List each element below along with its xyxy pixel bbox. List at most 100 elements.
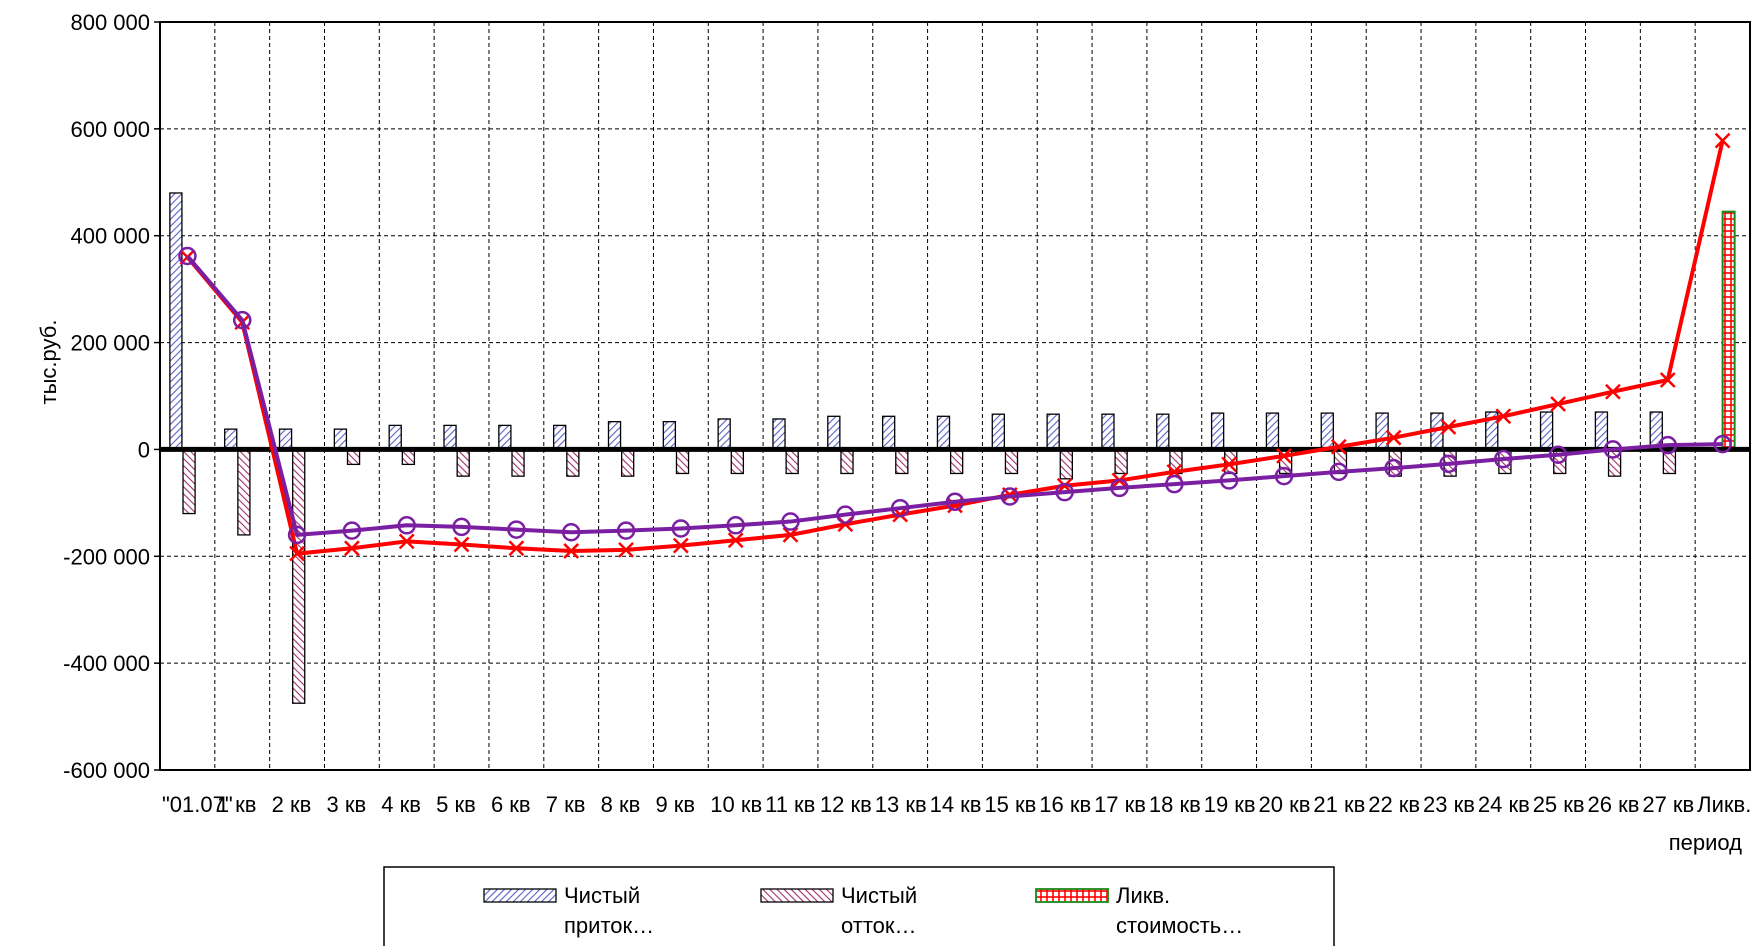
data-point-circle (1603, 440, 1623, 459)
bar (1156, 413, 1170, 451)
x-tick-label: 22 кв (1368, 792, 1420, 817)
data-point-x (1550, 396, 1566, 412)
y-tick-label: -200 000 (63, 544, 150, 569)
x-tick-label: 5 кв (436, 792, 476, 817)
bar (675, 448, 690, 475)
legend-swatch-inflow (483, 888, 557, 903)
x-tick-label: 11 кв (765, 792, 815, 817)
data-point-circle (1110, 478, 1129, 498)
bar (827, 415, 841, 451)
data-point-circle (342, 521, 362, 540)
bar (895, 448, 909, 475)
data-point-x (1276, 447, 1292, 464)
bar (1721, 210, 1736, 451)
data-point-circle (232, 310, 252, 330)
y-tick-label: 400 000 (70, 224, 150, 249)
x-tick-label: 17 кв (1094, 792, 1146, 817)
tick-labels: -600 000 -400 000 -200 000 0 200 000 400 000 6… (63, 10, 1751, 817)
x-axis-label: период (1669, 830, 1742, 855)
legend-swatch-liquidation (1035, 888, 1109, 903)
x-tick-label: 16 кв (1039, 792, 1091, 817)
data-point-circle (1219, 471, 1239, 490)
data-point-x (1714, 132, 1731, 149)
x-tick-label: 3 кв (326, 792, 366, 817)
data-point-x (618, 541, 634, 558)
bar (607, 420, 622, 451)
data-point-x (1221, 456, 1238, 473)
legend-label-inflow-1: Чистый (564, 883, 640, 908)
data-point-x (782, 527, 799, 543)
series-line (185, 140, 1725, 556)
data-point-circle (1713, 434, 1732, 454)
data-point-x (344, 540, 360, 557)
data-point-circle (178, 246, 197, 266)
y-axis-label: тыс.руб. (36, 320, 61, 405)
legend-label-outflow-1: Чистый (841, 883, 917, 908)
x-tick-label: 12 кв (820, 792, 872, 817)
data-point-circle (945, 492, 965, 512)
x-tick-label: 7 кв (546, 792, 586, 817)
bar (840, 448, 854, 475)
bar (717, 418, 731, 451)
data-point-circle (1274, 466, 1294, 486)
legend-label-liquidation-1: Ликв. (1116, 883, 1170, 908)
x-tick-label: 23 кв (1423, 792, 1475, 817)
bar (511, 448, 525, 477)
y-tick-label: 0 (138, 437, 150, 462)
bar (620, 448, 635, 477)
data-point-circle (507, 520, 526, 539)
x-tick-label: 14 кв (930, 792, 982, 817)
data-point-circle (1384, 458, 1403, 478)
plot-area-frame (159, 21, 1751, 771)
x-tick-label: 18 кв (1149, 792, 1201, 817)
bar (772, 418, 786, 451)
data-point-circle (1329, 462, 1349, 482)
x-tick-label: Ликв. (1697, 792, 1751, 817)
data-point-x (563, 543, 580, 559)
y-tick-label: 800 000 (70, 10, 150, 35)
y-tick-label: 600 000 (70, 117, 150, 142)
y-tick-label: -600 000 (63, 758, 150, 783)
x-tick-label: 1 кв (217, 792, 257, 817)
bars (169, 192, 1736, 704)
bar (1210, 412, 1225, 451)
data-point-x (1659, 372, 1676, 388)
bar (1539, 411, 1554, 451)
data-point-x (727, 532, 744, 549)
lines (178, 132, 1732, 562)
data-point-circle (1165, 474, 1184, 494)
x-tick-label: 4 кв (381, 792, 421, 817)
bar (443, 424, 457, 451)
bar (1101, 413, 1115, 451)
bar (292, 448, 306, 704)
legend-label-liquidation-2: стоимость… (1116, 913, 1243, 938)
y-tick-label: 200 000 (70, 331, 150, 356)
data-point-circle (561, 522, 581, 542)
bar (169, 192, 183, 451)
x-tick-label: "01.07" (162, 792, 233, 817)
bar (278, 428, 293, 451)
data-point-x (289, 545, 305, 562)
x-tick-label: 27 кв (1642, 792, 1694, 817)
x-tick-label: 19 кв (1204, 792, 1256, 817)
bar (881, 415, 896, 451)
data-point-x (398, 533, 415, 550)
data-point-x (453, 536, 470, 553)
bar (388, 424, 402, 451)
bar (730, 448, 745, 475)
x-tick-label: 13 кв (875, 792, 927, 817)
x-tick-label: 6 кв (491, 792, 531, 817)
legend-label-outflow-2: отток… (841, 913, 917, 938)
bar (333, 428, 348, 451)
grid (154, 21, 1750, 771)
legend-label-inflow-2: приток… (564, 913, 654, 938)
bar (662, 420, 677, 451)
bar (1059, 448, 1073, 480)
x-tick-label: 2 кв (272, 792, 312, 817)
legend-box (383, 866, 1335, 946)
x-tick-label: 8 кв (601, 792, 641, 817)
bar (456, 448, 470, 477)
bar (1320, 412, 1334, 451)
data-point-circle (726, 516, 745, 535)
